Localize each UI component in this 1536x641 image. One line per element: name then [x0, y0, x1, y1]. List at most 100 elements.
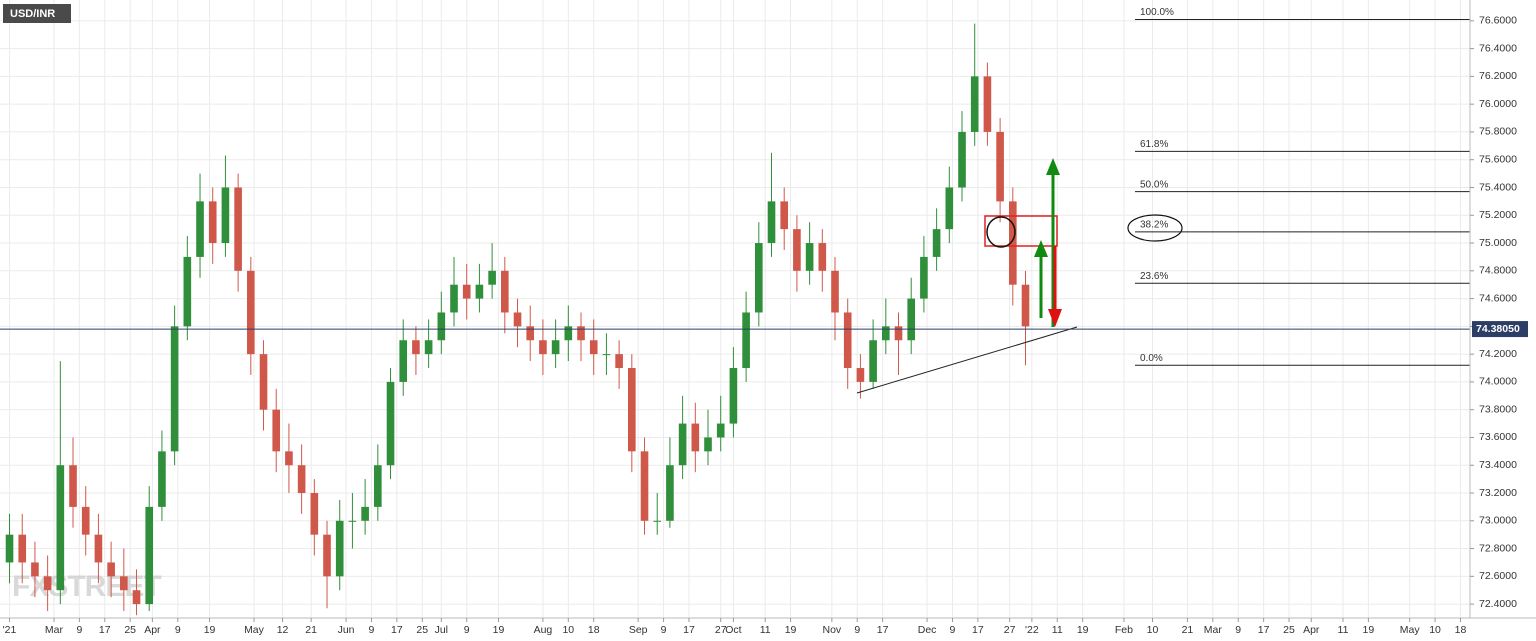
candle-body	[907, 298, 916, 341]
candle-body	[704, 437, 712, 452]
x-tick-label: May	[244, 624, 265, 636]
x-tick-label: 19	[1363, 624, 1375, 636]
y-tick-label: 74.0000	[1479, 376, 1517, 388]
candle-body	[310, 493, 319, 535]
y-tick-label: 73.4000	[1479, 459, 1517, 471]
x-tick-label: 9	[464, 624, 470, 636]
annotations: 100.0% 61.8% 50.0% 38.2% 23.6% 0.0%	[0, 7, 1470, 394]
x-tick-label: 27	[715, 624, 727, 636]
x-tick-label: 9	[76, 624, 82, 636]
fib-label: 50.0%	[1140, 179, 1168, 190]
x-tick-label: 10	[1429, 624, 1441, 636]
candle-body	[691, 423, 700, 452]
x-tick-label: Mar	[45, 624, 64, 636]
x-tick-label: 17	[683, 624, 695, 636]
x-tick-label: Oct	[725, 624, 741, 636]
candle-body	[564, 326, 573, 341]
candle-body	[31, 562, 39, 577]
x-tick-label: Aug	[534, 624, 553, 636]
candle-body	[450, 284, 458, 313]
y-tick-label: 73.0000	[1479, 515, 1517, 527]
fib-label: 23.6%	[1140, 271, 1168, 282]
x-tick-label: 17	[99, 624, 111, 636]
arrow-head	[1034, 240, 1048, 257]
candle-body	[196, 201, 204, 257]
x-tick-label: 17	[391, 624, 403, 636]
candle-body	[539, 340, 547, 355]
x-tick-label: 9	[1235, 624, 1241, 636]
candle-body	[297, 465, 306, 494]
x-tick-label: 19	[785, 624, 797, 636]
fib-label: 61.8%	[1140, 139, 1168, 150]
candle-body	[818, 243, 827, 271]
candle-body	[805, 243, 814, 271]
candle-body	[399, 340, 408, 382]
candle-body	[170, 326, 179, 452]
highlight-circle	[986, 216, 1016, 248]
candle-body	[882, 326, 890, 341]
x-tick-label: 10	[562, 624, 574, 636]
trend-line	[856, 326, 1078, 394]
candle-body	[755, 243, 763, 313]
candle-body	[831, 270, 839, 313]
candle-body	[323, 534, 331, 577]
candle-body	[678, 423, 687, 466]
candle-body	[43, 576, 52, 591]
x-tick-label: 18	[588, 624, 600, 636]
candle-body	[462, 284, 471, 299]
arrow-head	[1046, 158, 1060, 175]
candle-body	[780, 201, 789, 230]
y-tick-label: 75.8000	[1479, 126, 1517, 138]
x-tick-label: 11	[760, 624, 771, 636]
y-tick-label: 75.2000	[1479, 209, 1517, 221]
candle-body	[348, 520, 357, 522]
fib-label: 0.0%	[1140, 353, 1163, 364]
y-tick-label: 74.2000	[1479, 348, 1517, 360]
candle-body	[996, 131, 1004, 202]
x-tick-label: '22	[1025, 624, 1039, 636]
candle-body	[221, 187, 230, 244]
candle-body	[932, 229, 941, 257]
candle-body	[81, 506, 90, 535]
fib-label: 100.0%	[1140, 7, 1174, 18]
y-tick-label: 76.4000	[1479, 42, 1517, 54]
candle-body	[501, 270, 509, 313]
x-tick-label: 18	[1455, 624, 1467, 636]
x-tick-label: 9	[854, 624, 860, 636]
candle-body	[120, 576, 128, 591]
candle-body	[653, 520, 662, 522]
candle-body	[513, 312, 522, 327]
candle-body	[158, 451, 166, 507]
x-tick-label: 25	[416, 624, 428, 636]
candle-body	[183, 256, 192, 327]
x-tick-label: 19	[493, 624, 505, 636]
candle-body	[69, 465, 77, 507]
title-box	[3, 4, 71, 23]
candle-body	[894, 326, 903, 341]
y-tick-label: 73.2000	[1479, 487, 1517, 499]
fib-label: 38.2%	[1140, 220, 1168, 231]
x-tick-label: Feb	[1115, 624, 1133, 636]
x-tick-label: '21	[3, 624, 17, 636]
candle-body	[716, 423, 725, 438]
candle-body	[386, 381, 395, 466]
candle-body	[615, 354, 623, 369]
candle-body	[1021, 284, 1030, 327]
x-tick-label: Jul	[435, 624, 448, 636]
y-tick-label: 73.8000	[1479, 403, 1517, 415]
x-tick-label: 11	[1052, 624, 1063, 636]
x-tick-label: 21	[1182, 624, 1194, 636]
x-tick-label: May	[1400, 624, 1421, 636]
x-tick-label: Nov	[822, 624, 841, 636]
candle-body	[602, 354, 611, 356]
candles	[5, 23, 1030, 616]
candle-body	[424, 340, 433, 355]
candle-body	[132, 590, 141, 605]
candle-body	[983, 76, 992, 132]
candle-body	[526, 326, 535, 341]
x-tick-label: 19	[204, 624, 216, 636]
x-tick-label: 17	[877, 624, 889, 636]
y-tick-label: 76.0000	[1479, 98, 1517, 110]
